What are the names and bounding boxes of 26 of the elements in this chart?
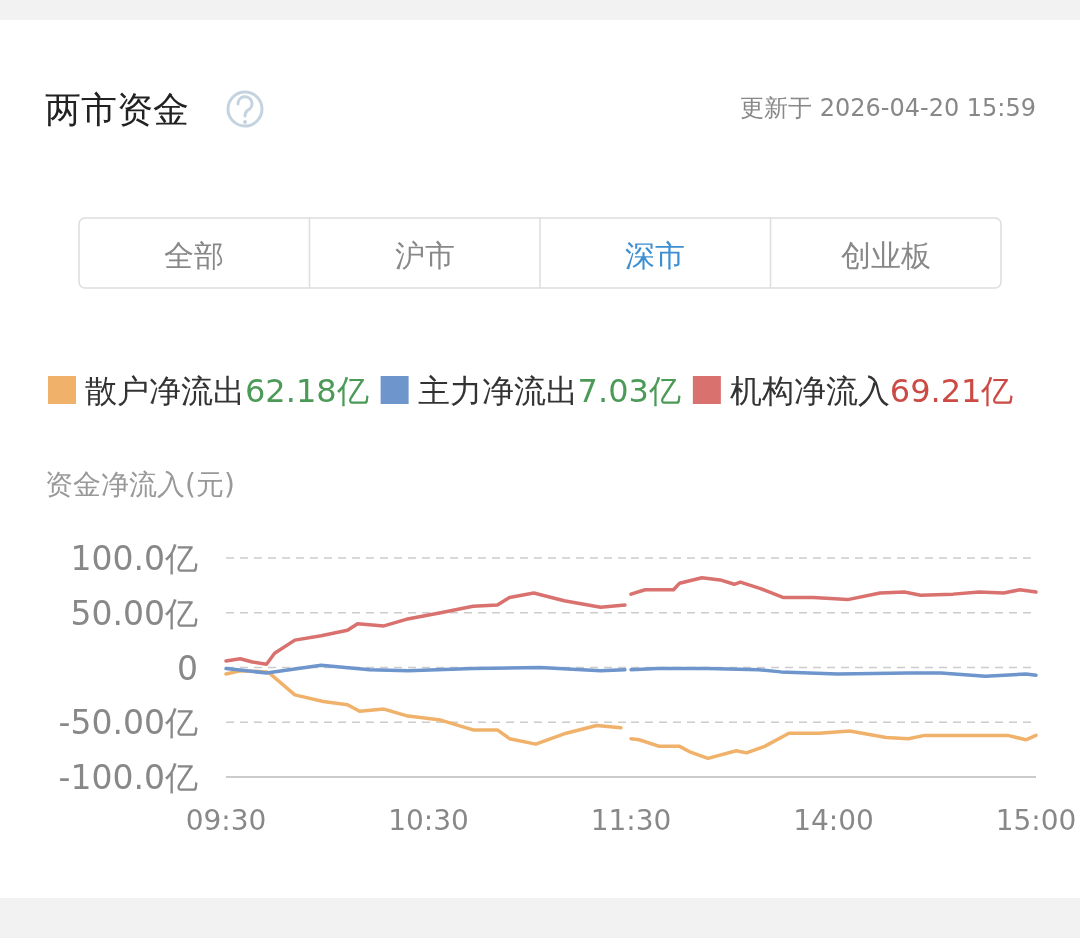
text: 全部: [164, 238, 225, 273]
legend-label: 机构净流入: [729, 372, 890, 410]
chart-title: 两市资金: [45, 89, 189, 130]
x-tick-label: 10:30: [388, 804, 469, 837]
text: 7.03亿: [577, 372, 681, 410]
x-tick-label: 11:30: [590, 804, 672, 837]
line-series: [224, 591, 627, 666]
y-tick-label: -100.0亿: [58, 758, 198, 797]
text: 沪市: [394, 238, 455, 273]
legend-label: 主力净流出: [417, 372, 578, 410]
line-series: [224, 669, 623, 746]
line-series: [224, 663, 627, 675]
x-tick-label: 14:00: [793, 804, 874, 837]
text: 深市: [625, 238, 686, 273]
x-tick-label: 09:30: [185, 804, 267, 837]
text: 创业板: [840, 238, 931, 273]
x-tick-label: 15:00: [995, 804, 1077, 837]
y-tick-label: -50.00亿: [58, 703, 198, 743]
y-axis-title: 资金净流入(元): [45, 468, 235, 501]
chart-subtitle: 更新于 2026-04-20 15:59: [740, 94, 1036, 122]
y-tick-label: 0: [177, 648, 198, 688]
text: 69.21亿: [889, 372, 1014, 410]
text: 62.18亿: [245, 372, 369, 410]
legend-label: 散户净流出: [85, 372, 245, 410]
y-tick-label: 50.00亿: [70, 593, 198, 633]
y-tick-label: 100.0亿: [70, 539, 198, 578]
